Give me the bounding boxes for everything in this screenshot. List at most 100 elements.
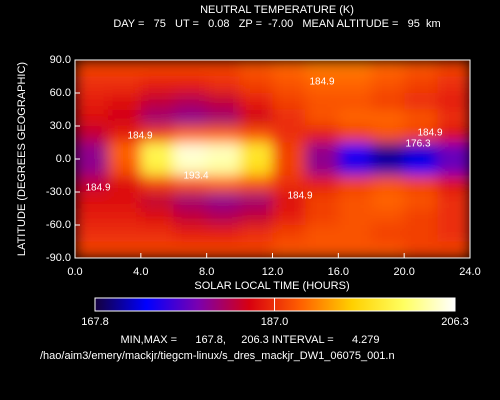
cell bbox=[206, 93, 241, 110]
plot-area bbox=[75, 60, 470, 258]
cell bbox=[272, 192, 306, 209]
cell bbox=[173, 93, 208, 110]
cell bbox=[338, 241, 372, 258]
cell bbox=[371, 192, 405, 209]
cell bbox=[437, 225, 470, 242]
cell bbox=[140, 208, 175, 226]
contour-label: 176.3 bbox=[405, 139, 430, 150]
cell bbox=[338, 76, 372, 94]
cell bbox=[272, 142, 306, 160]
x-tick-label: 0.0 bbox=[67, 266, 82, 278]
cell bbox=[338, 225, 372, 242]
cell bbox=[305, 225, 339, 242]
x-tick-label: 24.0 bbox=[459, 266, 480, 278]
cell bbox=[404, 175, 438, 193]
cell bbox=[371, 76, 405, 94]
chart-subtitle: DAY = 75 UT = 0.08 ZP = -7.00 MEAN ALTIT… bbox=[113, 18, 440, 30]
cell bbox=[272, 60, 306, 77]
cell bbox=[239, 208, 273, 226]
y-tick-label: 0.0 bbox=[56, 153, 71, 165]
cell bbox=[173, 109, 208, 127]
cell bbox=[75, 76, 109, 94]
cell bbox=[338, 142, 372, 160]
cell bbox=[206, 192, 241, 209]
cell bbox=[305, 93, 339, 110]
cell bbox=[338, 109, 372, 127]
cell bbox=[107, 159, 142, 176]
contour-label: 184.9 bbox=[85, 183, 110, 194]
cell bbox=[404, 192, 438, 209]
cell bbox=[338, 208, 372, 226]
cell bbox=[437, 93, 470, 110]
cell bbox=[140, 225, 175, 242]
cell bbox=[338, 60, 372, 77]
cell bbox=[75, 126, 109, 143]
cell bbox=[140, 241, 175, 258]
cell bbox=[305, 241, 339, 258]
cell bbox=[404, 76, 438, 94]
cell bbox=[437, 76, 470, 94]
x-tick-label: 4.0 bbox=[133, 266, 148, 278]
cell bbox=[371, 93, 405, 110]
cell bbox=[107, 142, 142, 160]
cell bbox=[107, 126, 142, 143]
cell bbox=[305, 192, 339, 209]
cell bbox=[239, 60, 273, 77]
cell bbox=[371, 142, 405, 160]
contour-label: 184.9 bbox=[287, 191, 312, 202]
cell bbox=[437, 142, 470, 160]
contour-label: 184.9 bbox=[417, 128, 442, 139]
cell bbox=[371, 208, 405, 226]
cell bbox=[437, 60, 470, 77]
cell bbox=[107, 175, 142, 193]
cell bbox=[75, 60, 109, 77]
cell bbox=[206, 60, 241, 77]
cell bbox=[305, 76, 339, 94]
cell bbox=[107, 225, 142, 242]
cell bbox=[206, 208, 241, 226]
cell bbox=[338, 159, 372, 176]
cell bbox=[173, 76, 208, 94]
y-tick-label: -30.0 bbox=[46, 186, 71, 198]
cell bbox=[173, 142, 208, 160]
x-tick-label: 8.0 bbox=[199, 266, 214, 278]
cell bbox=[371, 225, 405, 242]
cell bbox=[173, 175, 208, 193]
cell bbox=[437, 159, 470, 176]
cell bbox=[206, 109, 241, 127]
cell bbox=[404, 142, 438, 160]
cell bbox=[140, 159, 175, 176]
cell bbox=[404, 159, 438, 176]
cell bbox=[206, 142, 241, 160]
cell bbox=[239, 225, 273, 242]
cell bbox=[272, 93, 306, 110]
cell bbox=[272, 159, 306, 176]
cell bbox=[404, 225, 438, 242]
cell bbox=[371, 60, 405, 77]
y-tick-label: -90.0 bbox=[46, 252, 71, 264]
cell bbox=[404, 208, 438, 226]
cell bbox=[305, 175, 339, 193]
colorbar-tick-label: 167.8 bbox=[81, 316, 109, 328]
cell bbox=[239, 93, 273, 110]
cell bbox=[338, 93, 372, 110]
cell bbox=[404, 241, 438, 258]
cell bbox=[75, 241, 109, 258]
cell bbox=[107, 208, 142, 226]
cell bbox=[75, 225, 109, 242]
cell bbox=[371, 175, 405, 193]
cell bbox=[140, 142, 175, 160]
y-tick-label: 90.0 bbox=[50, 54, 71, 66]
cell bbox=[140, 175, 175, 193]
field bbox=[75, 60, 470, 258]
cell bbox=[173, 60, 208, 77]
cell bbox=[140, 76, 175, 94]
cell bbox=[239, 109, 273, 127]
cell bbox=[272, 126, 306, 143]
cell bbox=[305, 126, 339, 143]
y-axis-label: LATITUDE (DEGREES GEOGRAPHIC) bbox=[16, 62, 28, 256]
cell bbox=[206, 241, 241, 258]
cell bbox=[75, 192, 109, 209]
cell bbox=[272, 225, 306, 242]
stats: MIN,MAX = 167.8, 206.3 INTERVAL = 4.279 bbox=[120, 334, 379, 346]
